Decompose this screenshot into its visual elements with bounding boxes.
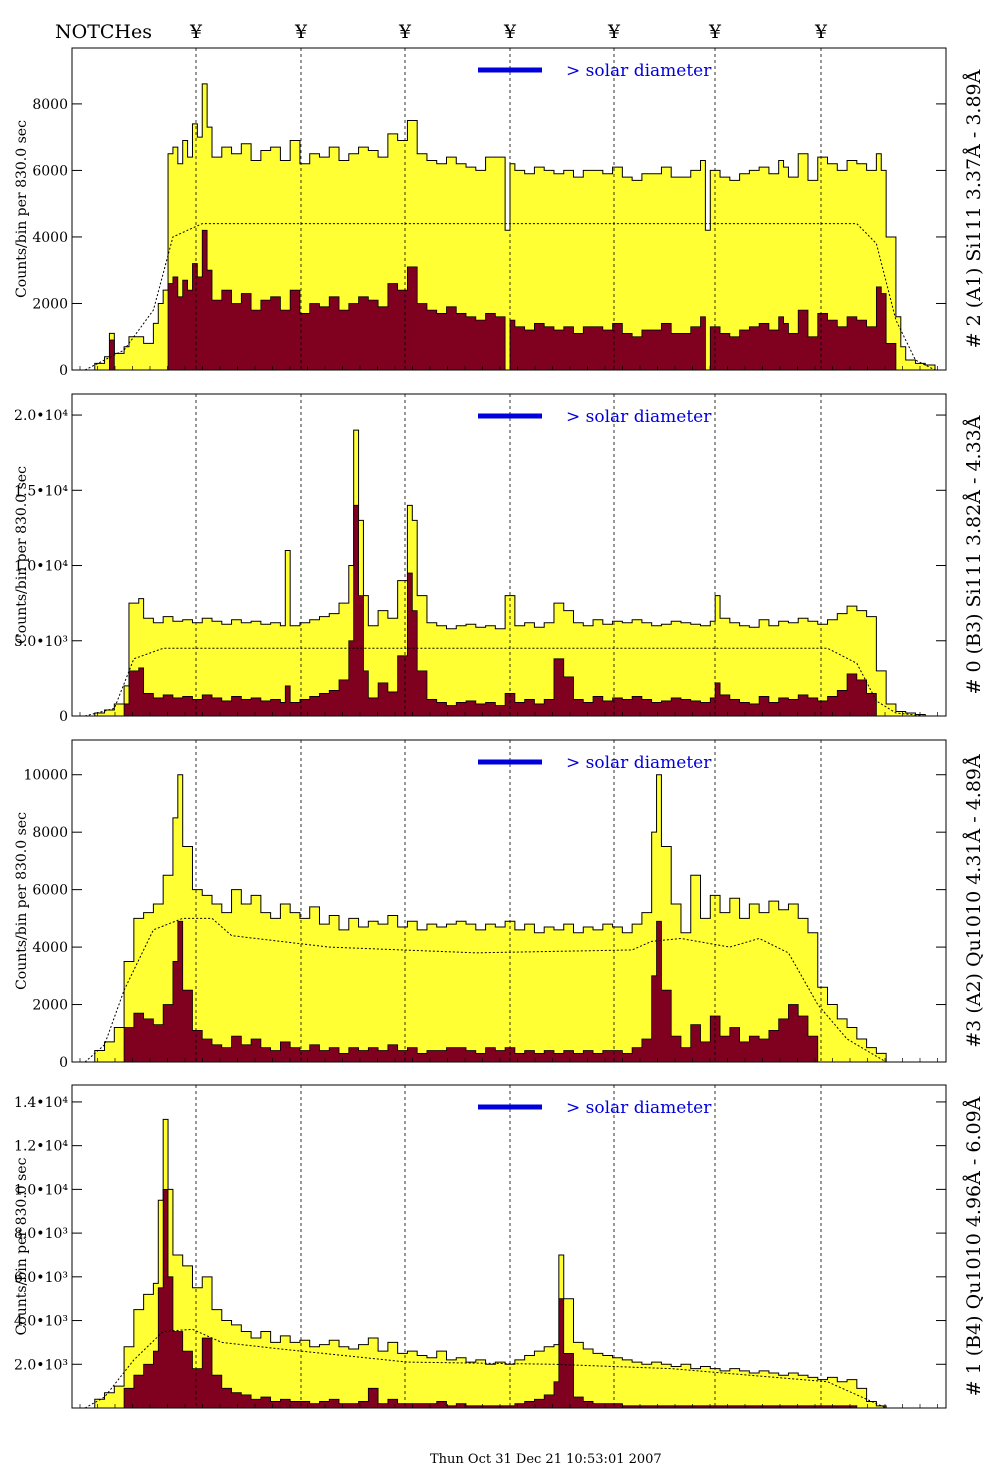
y-tick-label: 6000 <box>32 163 68 179</box>
total-counts-histogram <box>85 774 887 1063</box>
panel-label: # 1 (B4) Qu1010 4.96Å - 6.09Å <box>963 1096 985 1396</box>
panel-label: # 2 (A1) Si111 3.37Å - 3.89Å <box>963 69 985 348</box>
y-tick-label: 2000 <box>32 998 68 1014</box>
y-tick-label: 6000 <box>32 883 68 899</box>
y-axis-label: Counts/bin per 830.0 sec <box>14 120 30 298</box>
model-curve <box>84 1328 887 1409</box>
notch-marker-3: ¥ <box>398 21 412 43</box>
y-tick-label: 2.0•10⁴ <box>14 408 68 424</box>
notch-marker-7: ¥ <box>814 21 828 43</box>
y-tick-label: 8.0•10³ <box>14 1226 68 1242</box>
y-tick-label: 8000 <box>32 97 68 113</box>
y-tick-label: 5.0•10³ <box>14 634 68 650</box>
y-tick-label: 1.0•10⁴ <box>14 559 68 575</box>
panel-4: 2.0•10³ 4.0•10³ 6.0•10³ 8.0•10³ 1.0•10⁴ 1.2•1… <box>14 1084 985 1409</box>
y-axis-label: Counts/bin per 830.0 sec <box>14 1157 30 1335</box>
component-counts-histogram <box>85 504 926 717</box>
panel-label: #3 (A2) Qu1010 4.31Å - 4.89Å <box>963 754 985 1048</box>
panel-label: # 0 (B3) Si111 3.82Å - 4.33Å <box>963 415 985 694</box>
component-counts-histogram <box>85 920 887 1063</box>
y-tick-label: 10000 <box>23 768 68 784</box>
notch-marker-4: ¥ <box>503 21 517 43</box>
y-tick-label: 4000 <box>32 940 68 956</box>
component-counts-histogram <box>85 229 935 371</box>
component-counts-histogram <box>85 1188 887 1409</box>
y-tick-label: 1.5•10⁴ <box>14 483 68 499</box>
y-tick-label: 0 <box>59 363 68 379</box>
y-tick-label: 1.0•10⁴ <box>14 1182 68 1198</box>
legend-label: > solar diameter <box>566 1098 712 1118</box>
y-tick-label: 0 <box>59 1055 68 1071</box>
model-curve <box>84 917 887 1063</box>
y-tick-label: 0 <box>59 709 68 725</box>
legend-label: > solar diameter <box>566 407 712 427</box>
y-tick-label: 1.2•10⁴ <box>14 1139 68 1155</box>
notch-header: NOTCHes ¥ ¥ ¥ ¥ ¥ ¥ ¥ <box>55 21 828 43</box>
y-tick-label: 8000 <box>32 825 68 841</box>
y-tick-label: 4.0•10³ <box>14 1314 68 1330</box>
y-tick-label: 6.0•10³ <box>14 1270 68 1286</box>
notch-marker-6: ¥ <box>708 21 722 43</box>
y-tick-label: 2.0•10³ <box>14 1357 68 1373</box>
model-curve <box>84 223 936 371</box>
panel-2: 0 5.0•10³ 1.0•10⁴ 1.5•10⁴ 2.0•10⁴ Counts/bin … <box>14 393 985 725</box>
notch-marker-1: ¥ <box>189 21 203 43</box>
y-axis-label: Counts/bin per 830.0 sec <box>14 466 30 644</box>
model-curve <box>84 647 926 717</box>
y-tick-label: 2000 <box>32 296 68 312</box>
notches-label: NOTCHes <box>55 21 152 43</box>
panel-3: 0 2000 4000 6000 8000 10000 Counts/bin per 830… <box>14 739 985 1071</box>
y-tick-label: 4000 <box>32 230 68 246</box>
y-axis-label: Counts/bin per 830.0 sec <box>14 812 30 990</box>
legend-label: > solar diameter <box>566 61 712 81</box>
total-counts-histogram <box>85 429 926 717</box>
notch-marker-2: ¥ <box>294 21 308 43</box>
footer-timestamp: Thun Oct 31 Dec 21 10:53:01 2007 <box>430 1452 662 1467</box>
y-tick-label: 1.4•10⁴ <box>14 1095 68 1111</box>
legend-label: > solar diameter <box>566 753 712 773</box>
notch-marker-5: ¥ <box>607 21 621 43</box>
